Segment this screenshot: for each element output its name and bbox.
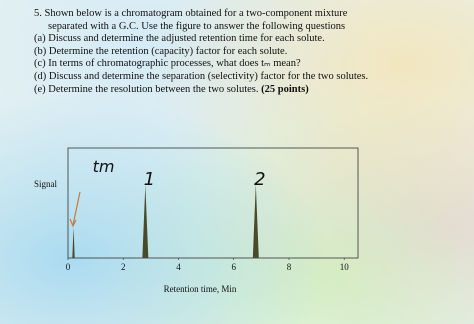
- question-part: (b) Determine the retention (capacity) f…: [34, 45, 288, 57]
- peak: [72, 227, 75, 258]
- question-part: (c) In terms of chromatographic processe…: [34, 58, 301, 70]
- question-part: (a) Discuss and determine the adjusted r…: [34, 33, 325, 45]
- question-text: (e) Determine the resolution between the…: [34, 83, 259, 95]
- question: 5. Shown below is a chromatogram obtaine…: [34, 8, 368, 96]
- annotation-arrow: [72, 191, 81, 226]
- x-tick-label: 6: [231, 262, 236, 272]
- plot-frame: [67, 147, 359, 259]
- peak-label: 1: [144, 169, 155, 190]
- question-part: (e) Determine the resolution between the…: [34, 84, 368, 97]
- x-tick-label: 2: [121, 262, 126, 272]
- x-tick-label: 8: [287, 262, 292, 272]
- question-line: separated with a G.C. Use the figure to …: [48, 20, 346, 32]
- question-part: (d) Discuss and determine the separation…: [34, 70, 369, 82]
- peak-label: 2: [254, 169, 265, 190]
- y-axis-label: Signal: [34, 179, 58, 189]
- x-tick-label: 10: [340, 262, 350, 272]
- peak: [142, 185, 149, 258]
- x-tick-label: 0: [66, 262, 71, 272]
- points: (25 points): [261, 83, 309, 95]
- x-axis-label: Retention time, Min: [164, 284, 237, 294]
- peak: [252, 184, 259, 258]
- x-tick-label: 4: [176, 262, 181, 272]
- peak-label: tm: [93, 157, 115, 176]
- question-line: 5. Shown below is a chromatogram obtaine…: [34, 8, 348, 19]
- arrow-head: [69, 218, 77, 228]
